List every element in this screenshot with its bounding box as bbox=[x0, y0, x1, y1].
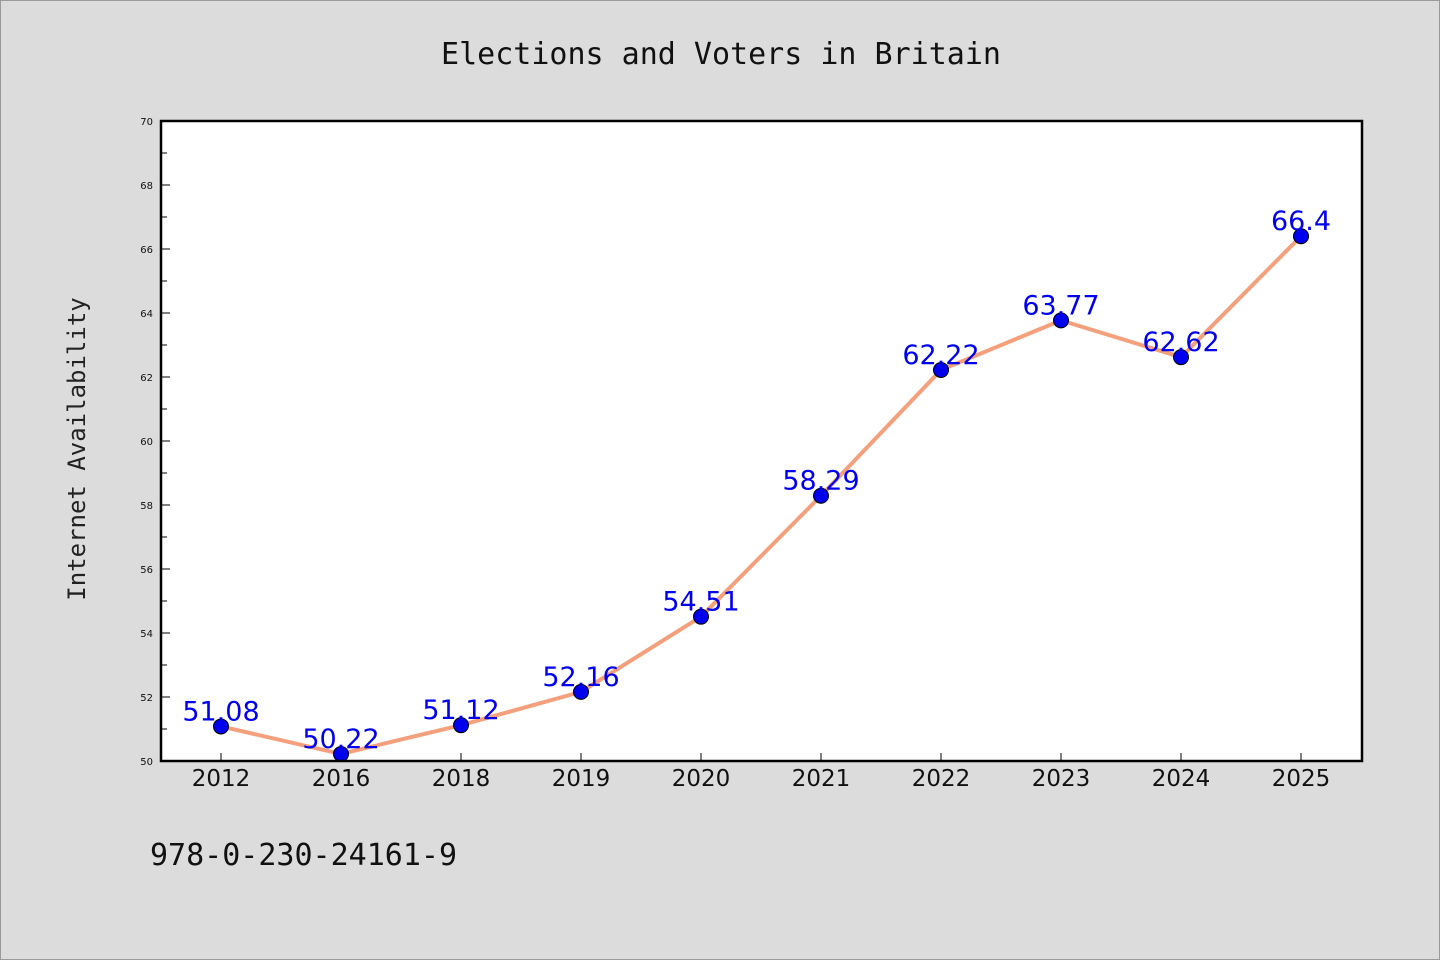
x-tick-label: 2012 bbox=[192, 766, 251, 792]
y-tick-label: 66 bbox=[140, 245, 153, 256]
data-point bbox=[693, 608, 709, 625]
isbn-annotation: 978-0-230-24161-9 bbox=[150, 838, 457, 873]
data-label: 52.16 bbox=[542, 662, 619, 693]
y-tick-label: 54 bbox=[140, 629, 153, 640]
data-point bbox=[933, 361, 949, 378]
data-label: 51.12 bbox=[422, 695, 499, 726]
data-label: 63.77 bbox=[1022, 290, 1099, 321]
x-tick-label: 2024 bbox=[1152, 766, 1211, 792]
y-tick-label: 58 bbox=[140, 501, 153, 512]
data-label: 66.4 bbox=[1271, 206, 1331, 237]
data-point bbox=[1173, 349, 1189, 366]
data-point bbox=[573, 683, 589, 700]
data-point bbox=[453, 717, 469, 734]
data-point bbox=[213, 718, 229, 735]
x-axis: 2012 2016 2018 2019 2020 2021 2022 2023 2024 2025 bbox=[192, 753, 1331, 792]
data-point bbox=[1053, 312, 1069, 329]
y-tick-label: 52 bbox=[140, 693, 153, 704]
y-tick-label: 60 bbox=[140, 437, 153, 448]
x-tick-label: 2020 bbox=[672, 766, 731, 792]
y-tick-label: 56 bbox=[140, 565, 153, 576]
y-tick-label: 50 bbox=[140, 757, 153, 768]
x-tick-label: 2016 bbox=[312, 766, 371, 792]
x-tick-label: 2018 bbox=[432, 766, 491, 792]
plot-area bbox=[161, 121, 1362, 761]
x-tick-label: 2021 bbox=[792, 766, 851, 792]
x-tick-label: 2025 bbox=[1272, 766, 1331, 792]
x-tick-label: 2019 bbox=[552, 766, 611, 792]
data-label: 50.22 bbox=[302, 724, 379, 755]
data-point bbox=[1293, 228, 1309, 245]
y-tick-label: 62 bbox=[140, 373, 153, 384]
data-point bbox=[813, 487, 829, 504]
series-group: 51.08 50.22 51.12 52.16 54.51 58.29 62.22 63.77… bbox=[182, 206, 1331, 762]
y-tick-label: 68 bbox=[140, 181, 153, 192]
chart-title: Elections and Voters in Britain bbox=[441, 37, 1001, 72]
plot-frame bbox=[159, 119, 1364, 763]
y-tick-label: 70 bbox=[140, 117, 153, 128]
y-axis-label: Internet Availability bbox=[63, 297, 91, 600]
data-label: 62.22 bbox=[902, 340, 979, 371]
data-label: 58.29 bbox=[782, 466, 859, 497]
data-label: 54.51 bbox=[662, 587, 739, 618]
y-tick-label: 64 bbox=[140, 309, 153, 320]
series-line bbox=[219, 234, 1303, 756]
data-label: 62.62 bbox=[1142, 327, 1219, 358]
x-tick-label: 2023 bbox=[1032, 766, 1091, 792]
y-axis: 50 52 54 56 58 60 62 64 66 68 70 bbox=[140, 117, 170, 768]
data-label: 51.08 bbox=[182, 696, 259, 727]
x-tick-label: 2022 bbox=[912, 766, 971, 792]
